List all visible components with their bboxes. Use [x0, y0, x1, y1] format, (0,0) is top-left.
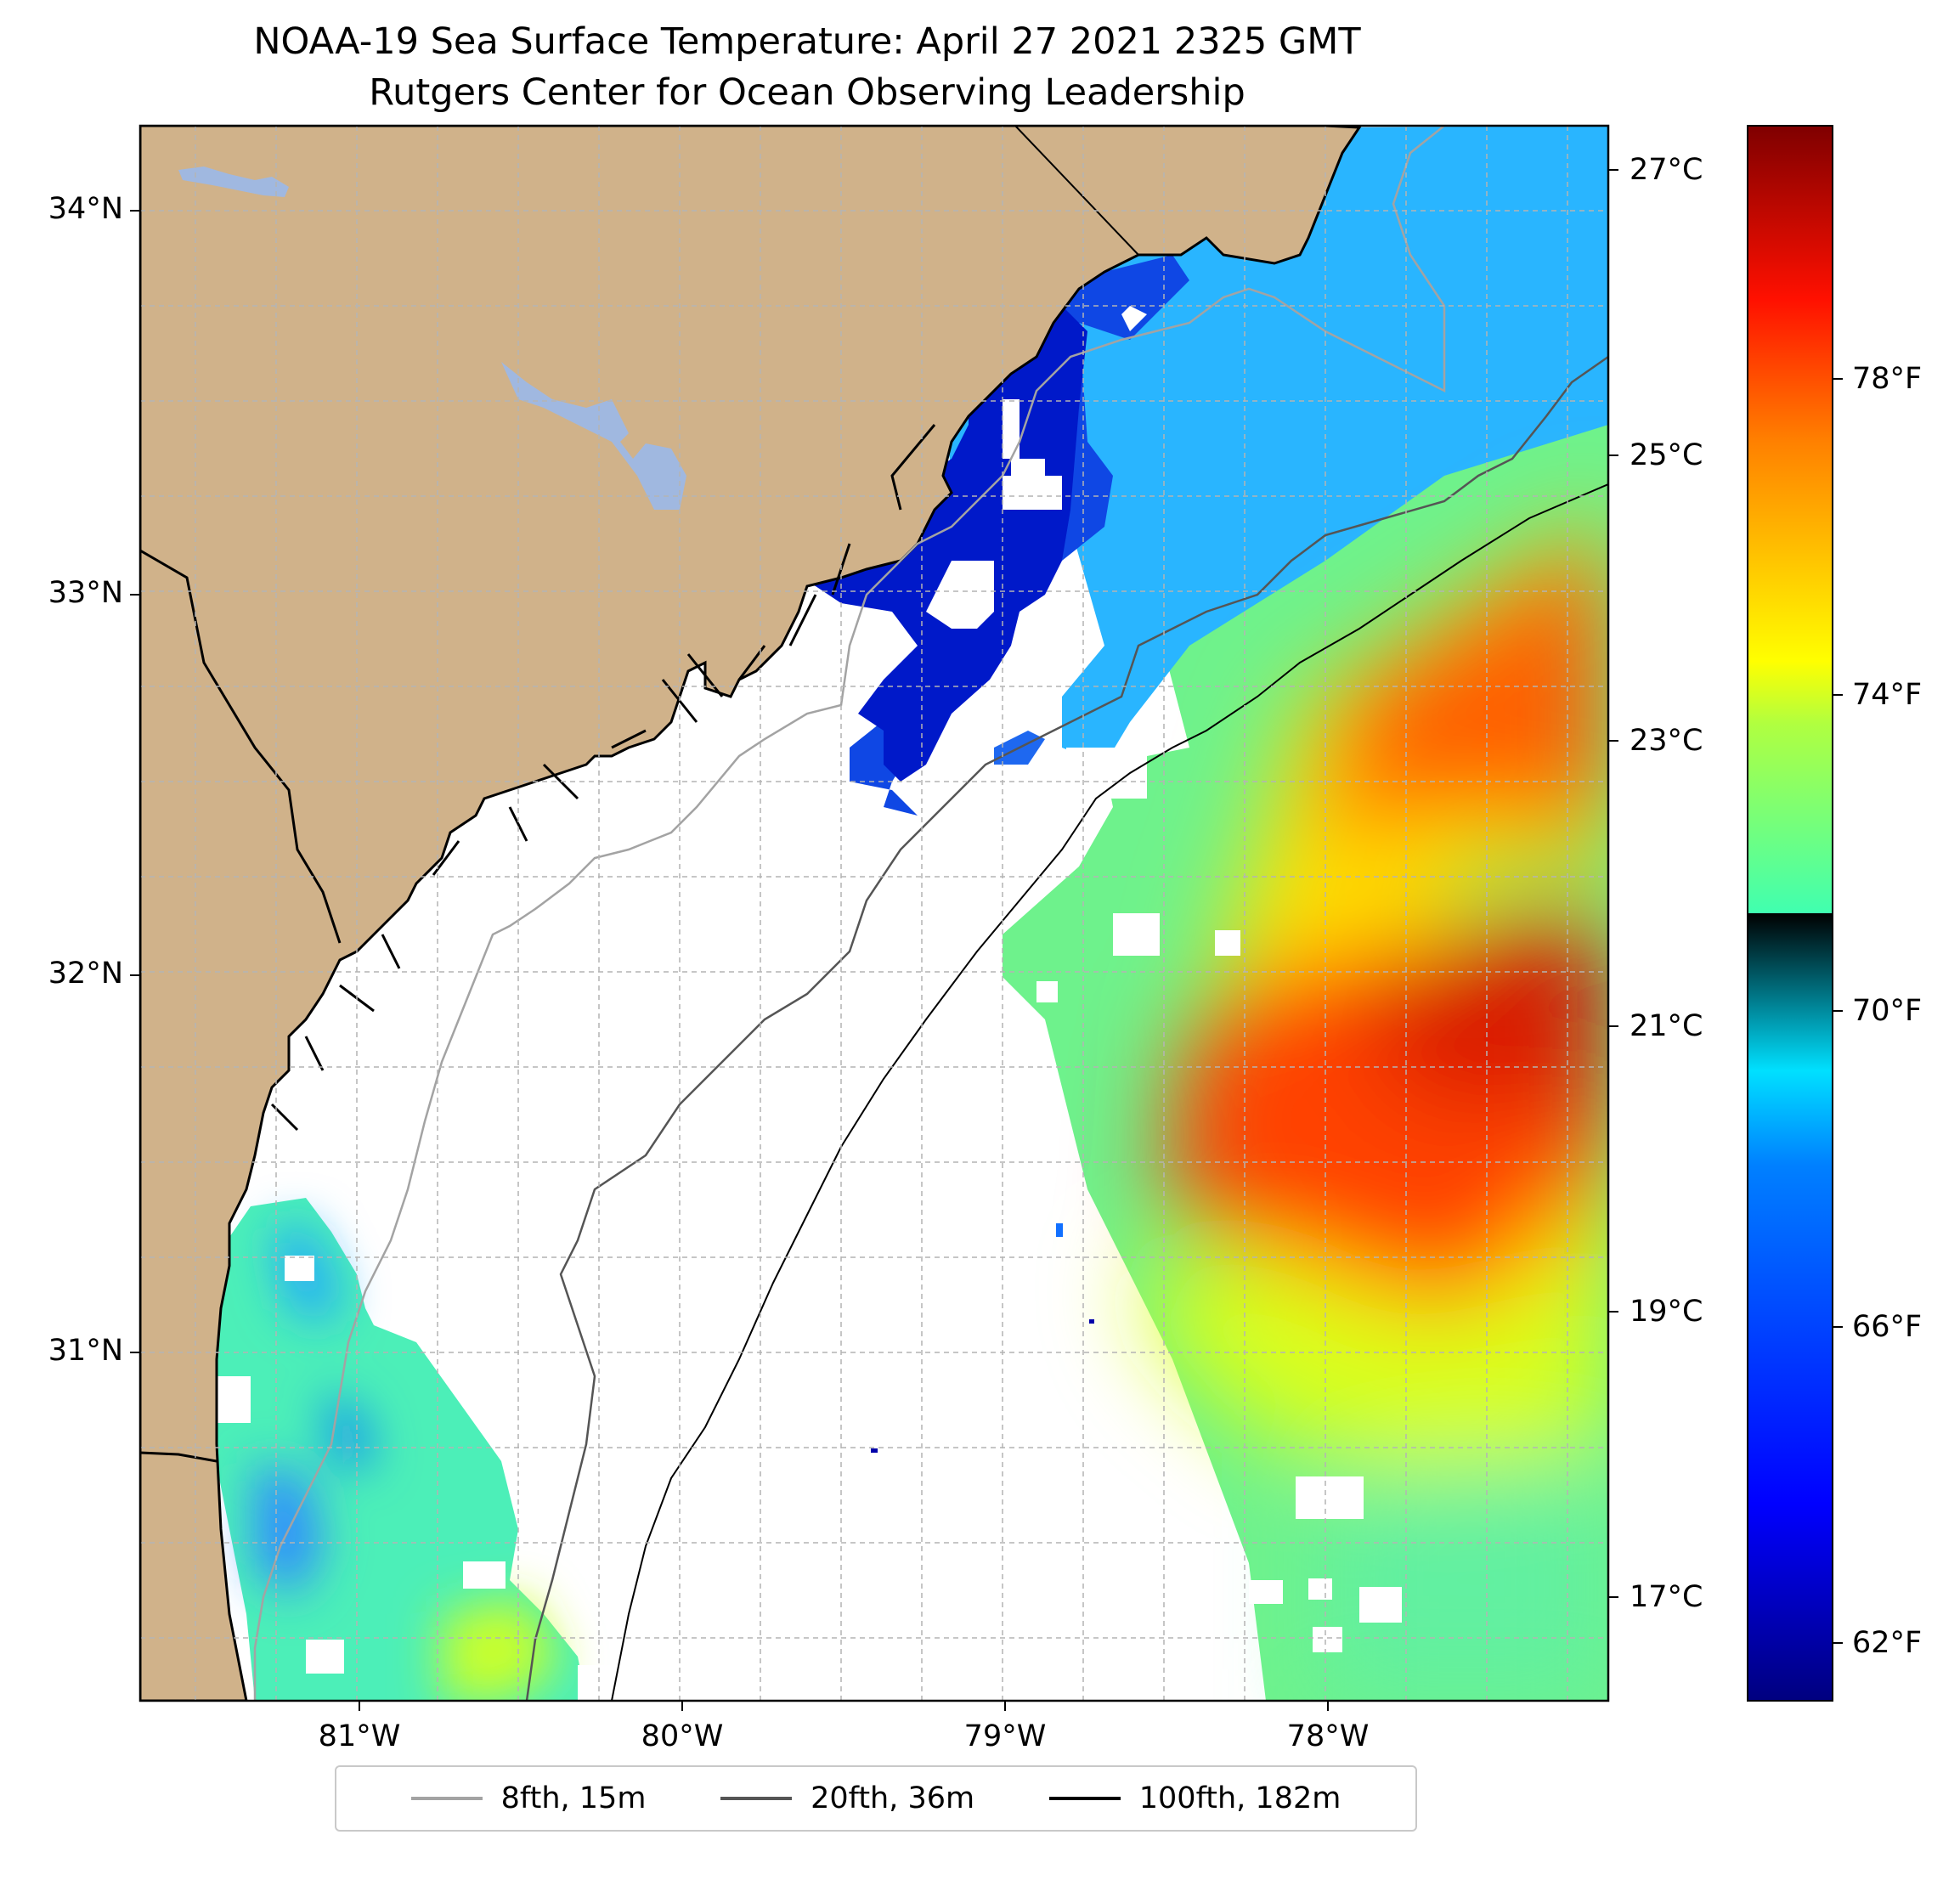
lon-label-81w: 81°W — [318, 1719, 401, 1753]
legend-swatch-8fth — [410, 1797, 483, 1800]
celsius-label-27: 27°C — [1630, 153, 1703, 187]
legend-label-20fth: 20fth, 36m — [811, 1781, 975, 1815]
land — [140, 126, 1362, 1701]
contour-8fth — [253, 126, 1446, 1701]
lat-label-31n: 31°N — [48, 1334, 123, 1368]
lon-label-79w: 79°W — [963, 1719, 1047, 1753]
lon-label-78w: 78°W — [1286, 1719, 1370, 1753]
contour-legend: 8fth, 15m 20fth, 36m 100fth, 182m — [335, 1765, 1417, 1832]
fahrenheit-label-70: 70°F — [1852, 994, 1923, 1028]
lat-label-33n: 33°N — [48, 576, 123, 610]
fahrenheit-label-66: 66°F — [1852, 1310, 1923, 1344]
map-subtitle: Rutgers Center for Ocean Observing Leade… — [369, 71, 1245, 114]
legend-swatch-100fth — [1048, 1797, 1121, 1800]
river-south — [140, 1451, 217, 1463]
legend-label-100fth: 100fth, 182m — [1138, 1781, 1341, 1815]
celsius-label-25: 25°C — [1630, 438, 1703, 472]
state-border — [1014, 126, 1139, 256]
sst-south-patch — [204, 1198, 612, 1701]
lat-label-34n: 34°N — [48, 192, 123, 226]
axis-ticks — [130, 169, 1618, 1711]
legend-item-20fth: 20fth, 36m — [720, 1781, 974, 1815]
gridlines — [140, 126, 1608, 1701]
colorbar — [1747, 125, 1833, 1702]
lake-marion — [178, 167, 289, 197]
fahrenheit-label-74: 74°F — [1852, 678, 1923, 712]
map-frame — [138, 124, 1610, 1702]
sst-warm-core — [1130, 510, 1608, 1701]
legend-item-100fth: 100fth, 182m — [1048, 1781, 1341, 1815]
fahrenheit-label-78: 78°F — [1852, 362, 1923, 396]
sst-cold-patch — [790, 255, 1189, 816]
map-title: NOAA-19 Sea Surface Temperature: April 2… — [253, 20, 1361, 63]
legend-item-8fth: 8fth, 15m — [410, 1781, 647, 1815]
fahrenheit-label-62: 62°F — [1852, 1626, 1923, 1660]
colorbar-ticks — [1833, 378, 1843, 1644]
contour-100fth — [611, 483, 1608, 1701]
celsius-label-19: 19°C — [1630, 1295, 1703, 1329]
celsius-label-23: 23°C — [1630, 724, 1703, 758]
celsius-label-21: 21°C — [1630, 1009, 1703, 1043]
contour-20fth — [525, 355, 1608, 1701]
legend-label-8fth: 8fth, 15m — [500, 1781, 647, 1815]
lon-label-80w: 80°W — [641, 1719, 724, 1753]
sst-field — [935, 126, 1608, 1701]
lat-label-32n: 32°N — [48, 957, 123, 991]
river-west — [140, 549, 342, 944]
legend-swatch-20fth — [720, 1797, 793, 1800]
lake-moultrie — [501, 362, 686, 510]
celsius-label-17: 17°C — [1630, 1580, 1703, 1614]
